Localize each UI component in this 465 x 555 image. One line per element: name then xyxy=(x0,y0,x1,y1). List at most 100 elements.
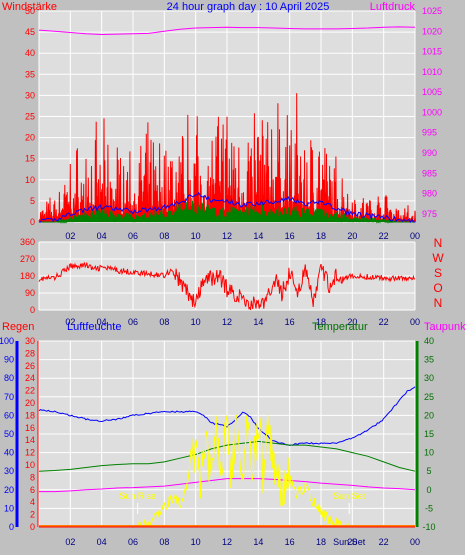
time-tick-label: 16 xyxy=(285,537,295,547)
temperature-tick-label: 15 xyxy=(424,429,434,439)
wind-green-series xyxy=(39,200,416,224)
wind-direction-series xyxy=(38,261,416,311)
humidity-axis-title: Luftfeuchte xyxy=(67,321,121,333)
solar-series xyxy=(137,414,350,528)
time-tick-label: 02 xyxy=(65,317,75,327)
wind-pressure-series xyxy=(38,26,416,224)
humidity-axis-ticks: 0 10 20 30 40 50 60 70 80 90 100 xyxy=(0,336,19,532)
time-tick-label: 20 xyxy=(347,317,357,327)
temperature-tick-label: 25 xyxy=(424,392,434,402)
time-tick-label: 12 xyxy=(222,317,232,327)
time-tick-label: 00 xyxy=(410,231,420,241)
pressure-axis-title: Luftdruck xyxy=(370,1,416,13)
wind-direction-degree-ticks: 0 90 180 270 360 xyxy=(20,237,35,315)
time-tick-label: 00 xyxy=(410,537,420,547)
temperature-axis-title: Temperatur xyxy=(312,321,368,333)
time-tick-label: 12 xyxy=(222,537,232,547)
rain-tick-label: 20 xyxy=(25,398,35,408)
temperature-tick-label: 0 xyxy=(426,485,431,495)
humidity-tick-label: 100 xyxy=(0,336,14,346)
direction-tick-label: 360 xyxy=(20,237,35,247)
wind-tick-label: 15 xyxy=(25,154,35,164)
temperature-tick-label: 40 xyxy=(424,336,434,346)
pressure-tick-label: 990 xyxy=(422,148,437,158)
time-tick-label: 22 xyxy=(379,317,389,327)
humidity-tick-label: 60 xyxy=(4,410,14,420)
time-tick-label: 10 xyxy=(191,537,201,547)
humidity-tick-label: 30 xyxy=(4,466,14,476)
dewpoint-series xyxy=(39,478,416,493)
temperature-tick-label: 20 xyxy=(424,410,434,420)
direction-tick-label: 180 xyxy=(20,271,35,281)
time-tick-label: 12 xyxy=(222,231,232,241)
rain-humidity-temperature-panel: Regen Luftfeuchte Temperatur Taupunkt Su… xyxy=(0,321,465,547)
time-tick-label: 14 xyxy=(253,231,263,241)
rain-tick-label: 26 xyxy=(25,361,35,371)
time-tick-label: 18 xyxy=(316,231,326,241)
wind-tick-label: 5 xyxy=(30,196,35,206)
humidity-tick-label: 90 xyxy=(4,355,14,365)
rain-tick-label: 12 xyxy=(25,448,35,458)
rain-tick-label: 8 xyxy=(30,472,35,482)
pressure-tick-label: 980 xyxy=(422,189,437,199)
time-tick-label: 10 xyxy=(191,317,201,327)
pressure-tick-label: 985 xyxy=(422,168,437,178)
wind-tick-label: 20 xyxy=(25,133,35,143)
temperature-tick-label: 30 xyxy=(424,373,434,383)
time-tick-label: 02 xyxy=(65,537,75,547)
time-tick-label: 20 xyxy=(347,231,357,241)
compass-label: W xyxy=(432,251,444,265)
time-tick-label: 22 xyxy=(379,231,389,241)
rain-tick-label: 4 xyxy=(30,497,35,507)
wind-axis-title: Windstärke xyxy=(2,1,57,13)
wind-pressure-x-ticks: 02 04 06 08 10 12 14 16 18 20 22 00 xyxy=(65,231,420,241)
wind-direction-grid xyxy=(38,241,416,311)
rain-tick-label: 6 xyxy=(30,485,35,495)
top-chart-title: 24 hour graph day : 10 April 2025 xyxy=(167,1,330,13)
pressure-tick-label: 1015 xyxy=(422,47,442,57)
time-tick-label: 16 xyxy=(285,317,295,327)
wind-tick-label: 40 xyxy=(25,48,35,58)
humidity-tick-label: 80 xyxy=(4,373,14,383)
pressure-tick-label: 995 xyxy=(422,128,437,138)
humidity-tick-label: 40 xyxy=(4,448,14,458)
rain-axis-title: Regen xyxy=(2,321,34,333)
sunset-bottom-label: Sun Set xyxy=(333,537,366,547)
rain-humidity-temperature-series xyxy=(38,386,416,528)
pressure-tick-label: 1020 xyxy=(422,26,442,36)
rain-tick-label: 0 xyxy=(30,522,35,532)
sun-markers: Sun Rise Sun Set Sun Set xyxy=(119,491,365,547)
rain-tick-label: 2 xyxy=(30,510,35,520)
time-tick-label: 06 xyxy=(128,317,138,327)
compass-label: N xyxy=(434,296,443,310)
rain-tick-label: 22 xyxy=(25,386,35,396)
wind-gust-series xyxy=(38,93,416,223)
time-tick-label: 22 xyxy=(379,537,389,547)
temperature-tick-label: 35 xyxy=(424,355,434,365)
pressure-axis-ticks: 975 980 985 990 995 1000 1005 1010 1015 1020 1025 xyxy=(422,6,442,219)
rain-tick-label: 10 xyxy=(25,460,35,470)
wind-tick-label: 50 xyxy=(25,6,35,16)
temperature-tick-label: 5 xyxy=(426,466,431,476)
compass-label: N xyxy=(434,236,443,250)
time-tick-label: 18 xyxy=(316,537,326,547)
rain-tick-label: 16 xyxy=(25,423,35,433)
wind-tick-label: 35 xyxy=(25,69,35,79)
rain-tick-label: 14 xyxy=(25,435,35,445)
compass-label: S xyxy=(434,266,442,280)
time-tick-label: 06 xyxy=(128,231,138,241)
time-tick-label: 20 xyxy=(347,537,357,547)
time-tick-label: 14 xyxy=(253,537,263,547)
humidity-tick-label: 10 xyxy=(4,503,14,513)
sunset-label: Sun Set xyxy=(333,491,366,501)
temperature-axis-ticks: -10 -5 0 5 10 15 20 25 30 35 40 xyxy=(415,336,436,532)
direction-tick-label: 90 xyxy=(25,288,35,298)
compass-label: O xyxy=(433,281,442,295)
time-tick-label: 04 xyxy=(97,231,107,241)
rain-tick-label: 28 xyxy=(25,348,35,358)
time-tick-label: 06 xyxy=(128,537,138,547)
humidity-tick-label: 20 xyxy=(4,485,14,495)
pressure-tick-label: 1025 xyxy=(422,6,442,16)
